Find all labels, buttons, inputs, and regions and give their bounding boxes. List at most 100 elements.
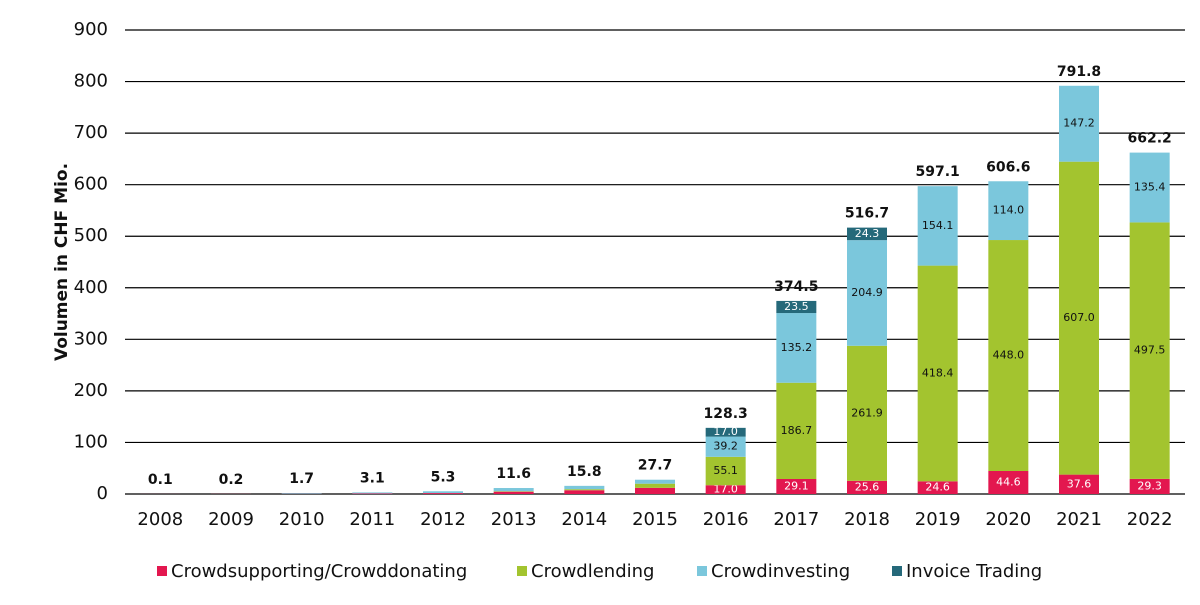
bar-group-2009: 0.2 bbox=[211, 472, 251, 494]
bar-total-label: 791.8 bbox=[1057, 64, 1101, 80]
x-tick-label: 2021 bbox=[1056, 509, 1102, 530]
bar-total-label: 516.7 bbox=[845, 206, 889, 222]
bar-segment bbox=[1059, 474, 1099, 494]
legend-swatch bbox=[157, 566, 167, 576]
bar-segment-label: 261.9 bbox=[851, 406, 883, 419]
y-axis-ticks: 0 100 200 300 400 500 600 700 800 900 bbox=[74, 19, 108, 504]
bar-segment bbox=[1129, 478, 1170, 494]
x-tick-label: 2008 bbox=[137, 509, 183, 530]
bar-segment bbox=[493, 488, 534, 492]
bar-segment bbox=[705, 436, 746, 457]
bar-segment-label: 114.0 bbox=[993, 204, 1025, 217]
bar-group-2014: 15.8 bbox=[564, 464, 605, 494]
y-tick-label: 600 bbox=[74, 174, 108, 195]
bar-group-2021: 37.6 607.0 147.2 791.8 bbox=[1057, 64, 1101, 494]
bar-segment-label: 55.1 bbox=[713, 464, 738, 477]
bar-segment bbox=[847, 480, 887, 494]
bar-segment-label: 24.3 bbox=[855, 227, 880, 240]
legend-item: Crowdlending bbox=[517, 561, 654, 582]
x-tick-label: 2010 bbox=[279, 509, 325, 530]
y-tick-label: 900 bbox=[74, 19, 108, 40]
bar-segment-label: 39.2 bbox=[713, 440, 738, 453]
bar-segment bbox=[1059, 85, 1099, 162]
bar-segment bbox=[847, 227, 887, 241]
x-tick-label: 2012 bbox=[420, 509, 466, 530]
bar-total-label: 5.3 bbox=[431, 469, 456, 485]
bar-total-label: 0.2 bbox=[219, 472, 244, 488]
bar-group-2011: 3.1 bbox=[352, 470, 393, 494]
legend-item: Invoice Trading bbox=[892, 561, 1042, 582]
bar-segment bbox=[635, 479, 675, 484]
bar-group-2018: 25.6 261.9 204.9 24.3 516.7 bbox=[845, 206, 889, 494]
bar-segment bbox=[281, 493, 322, 494]
bar-segment bbox=[635, 487, 675, 494]
bar-segment bbox=[917, 265, 958, 482]
legend-label: Crowdlending bbox=[531, 561, 654, 582]
bar-segment-label: 135.2 bbox=[781, 341, 813, 354]
bar-segment-label: 204.9 bbox=[851, 286, 883, 299]
bars: 0.1 0.2 1.7 3.1 5.3 11.6 15.8 27.717.055.139.21… bbox=[140, 64, 1172, 496]
legend-label: Crowdsupporting/Crowddonating bbox=[171, 561, 467, 582]
x-tick-label: 2015 bbox=[632, 509, 678, 530]
bar-segment-label: 29.3 bbox=[1137, 479, 1162, 492]
bar-group-2012: 5.3 bbox=[423, 469, 463, 494]
bar-segment bbox=[564, 489, 605, 491]
bar-segment-label: 25.6 bbox=[855, 480, 880, 493]
bar-total-label: 11.6 bbox=[496, 466, 531, 482]
x-tick-label: 2019 bbox=[915, 509, 961, 530]
bar-segment bbox=[776, 382, 817, 479]
bar-segment-label: 448.0 bbox=[993, 349, 1025, 362]
bar-segment bbox=[564, 485, 605, 490]
bar-segment bbox=[705, 427, 746, 437]
bar-total-label: 597.1 bbox=[916, 164, 960, 180]
bar-total-label: 15.8 bbox=[567, 464, 602, 480]
bar-segment-label: 17.0 bbox=[713, 483, 738, 496]
bar-segment-label: 37.6 bbox=[1067, 477, 1092, 490]
bar-segment-label: 154.1 bbox=[922, 219, 954, 232]
bar-group-2015: 27.7 bbox=[635, 458, 675, 494]
x-axis-ticks: 2008 2009 2010 2011 2012 2013 2014 2015 2016 2017… bbox=[137, 509, 1172, 530]
bar-segment bbox=[988, 240, 1029, 472]
legend-swatch bbox=[892, 566, 902, 576]
bar-total-label: 3.1 bbox=[360, 470, 385, 486]
bar-group-2016: 17.0 55.1 39.2 17.0 128.3 bbox=[704, 406, 748, 496]
bar-segment bbox=[776, 300, 817, 314]
x-tick-label: 2011 bbox=[349, 509, 395, 530]
y-tick-label: 500 bbox=[74, 225, 108, 246]
legend-label: Crowdinvesting bbox=[711, 561, 850, 582]
bar-total-label: 606.6 bbox=[986, 159, 1030, 175]
bar-segment bbox=[423, 491, 463, 494]
y-tick-label: 400 bbox=[74, 277, 108, 298]
x-tick-label: 2009 bbox=[208, 509, 254, 530]
bar-segment bbox=[493, 491, 534, 494]
y-tick-label: 0 bbox=[97, 483, 108, 504]
bar-segment bbox=[776, 313, 817, 383]
bar-segment-label: 147.2 bbox=[1063, 117, 1095, 130]
bar-total-label: 374.5 bbox=[774, 279, 818, 295]
x-tick-label: 2022 bbox=[1127, 509, 1173, 530]
bar-segment-label: 418.4 bbox=[922, 366, 954, 379]
bar-group-2010: 1.7 bbox=[281, 471, 322, 494]
bar-group-2022: 29.3 497.5 135.4 662.2 bbox=[1128, 131, 1172, 494]
bar-segment bbox=[1129, 222, 1170, 479]
bar-segment bbox=[847, 240, 887, 346]
x-tick-label: 2013 bbox=[491, 509, 537, 530]
bar-segment bbox=[705, 456, 746, 486]
x-tick-label: 2020 bbox=[985, 509, 1031, 530]
y-tick-label: 300 bbox=[74, 328, 108, 349]
bar-segment-label: 24.6 bbox=[925, 481, 950, 494]
y-tick-label: 200 bbox=[74, 380, 108, 401]
bar-segment-label: 186.7 bbox=[781, 424, 813, 437]
bar-segment-label: 607.0 bbox=[1063, 311, 1095, 324]
legend-swatch bbox=[697, 566, 707, 576]
bar-segment bbox=[564, 490, 605, 494]
bar-segment bbox=[917, 481, 958, 494]
legend-label: Invoice Trading bbox=[906, 561, 1042, 582]
x-tick-label: 2016 bbox=[703, 509, 749, 530]
bar-group-2019: 24.6 418.4 154.1 597.1 bbox=[916, 164, 960, 494]
bar-segment bbox=[423, 493, 463, 494]
bar-segment bbox=[493, 491, 534, 492]
bar-group-2013: 11.6 bbox=[493, 466, 534, 494]
